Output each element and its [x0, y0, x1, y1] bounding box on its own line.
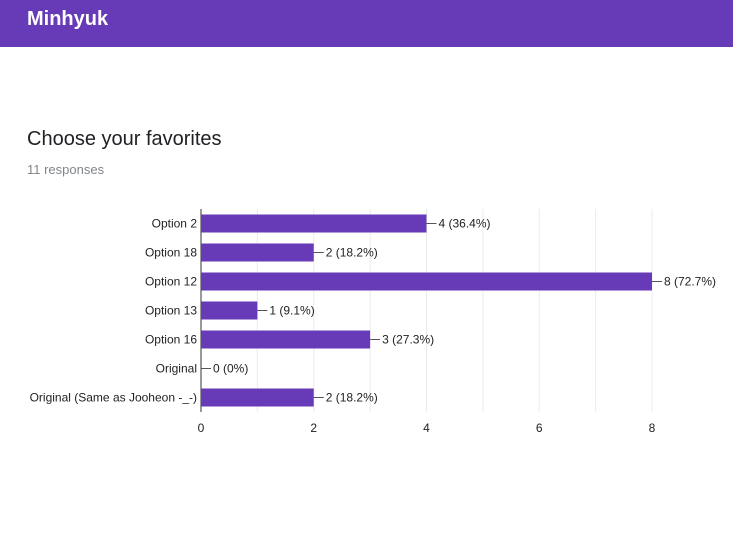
data-label: 2 (18.2%) [326, 246, 378, 260]
category-label: Option 12 [145, 275, 197, 289]
x-tick-label: 6 [536, 421, 543, 435]
bar [201, 272, 652, 291]
x-tick-label: 2 [310, 421, 317, 435]
data-label: 8 (72.7%) [664, 275, 716, 289]
question-title: Choose your favorites [27, 128, 222, 150]
category-label: Option 18 [145, 246, 197, 260]
bar [201, 214, 427, 233]
bar [201, 243, 314, 262]
x-tick-label: 8 [649, 421, 656, 435]
category-label: Option 16 [145, 333, 197, 347]
bar [201, 388, 314, 407]
data-label: 3 (27.3%) [382, 333, 434, 347]
data-label: 2 (18.2%) [326, 391, 378, 405]
category-label: Original [156, 362, 197, 376]
form-header: Minhyuk [0, 0, 733, 47]
category-label: Option 13 [145, 304, 197, 318]
form-title: Minhyuk [27, 8, 109, 30]
category-label: Original (Same as Jooheon -_-) [30, 391, 197, 405]
x-tick-label: 4 [423, 421, 430, 435]
x-tick-label: 0 [198, 421, 205, 435]
bar-chart: Option 2 4 (36.4%) Option 18 2 (18.2%) Optio… [30, 209, 716, 435]
data-label: 4 (36.4%) [439, 217, 491, 231]
bar [201, 330, 371, 349]
bar [201, 301, 258, 320]
response-count: 11 responses [27, 162, 105, 177]
data-label: 1 (9.1%) [269, 304, 314, 318]
data-label: 0 (0%) [213, 362, 248, 376]
category-label: Option 2 [152, 217, 198, 231]
